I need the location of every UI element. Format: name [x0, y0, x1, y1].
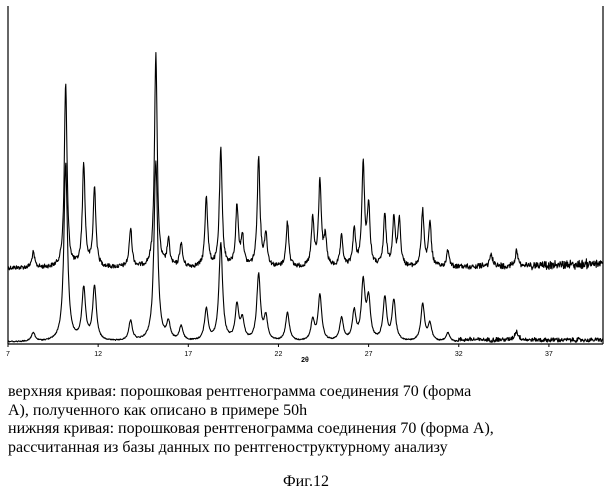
x-tick-label: 27 — [365, 351, 373, 358]
upper-pattern-line — [7, 52, 604, 271]
x-tick-label: 37 — [545, 351, 553, 358]
caption-line-1: верхняя кривая: порошковая рентгенограмм… — [8, 383, 472, 400]
lower-pattern-line — [7, 160, 604, 343]
caption-line-2: А), полученного как описано в примере 50… — [8, 401, 308, 419]
x-axis-ticks: 7 12 17 22 27 32 37 — [6, 344, 553, 358]
x-tick-label: 17 — [184, 351, 192, 358]
figure-caption: верхняя кривая: порошковая рентгенограмм… — [8, 383, 608, 457]
xrd-chart: 7 12 17 22 27 32 37 2θ — [6, 6, 604, 364]
x-tick-label: 12 — [94, 351, 102, 358]
x-axis-label: 2θ — [301, 357, 309, 364]
caption-line-3: нижняя кривая: порошковая рентгенограмма… — [8, 420, 494, 437]
x-tick-label: 22 — [275, 351, 283, 358]
caption-line-4: рассчитанная из базы данных по рентгенос… — [8, 438, 448, 456]
chart-frame — [7, 6, 604, 345]
figure-label: Фиг.12 — [283, 473, 329, 490]
series-group — [7, 52, 604, 343]
x-tick-label: 7 — [6, 351, 10, 358]
x-tick-label: 32 — [455, 351, 463, 358]
